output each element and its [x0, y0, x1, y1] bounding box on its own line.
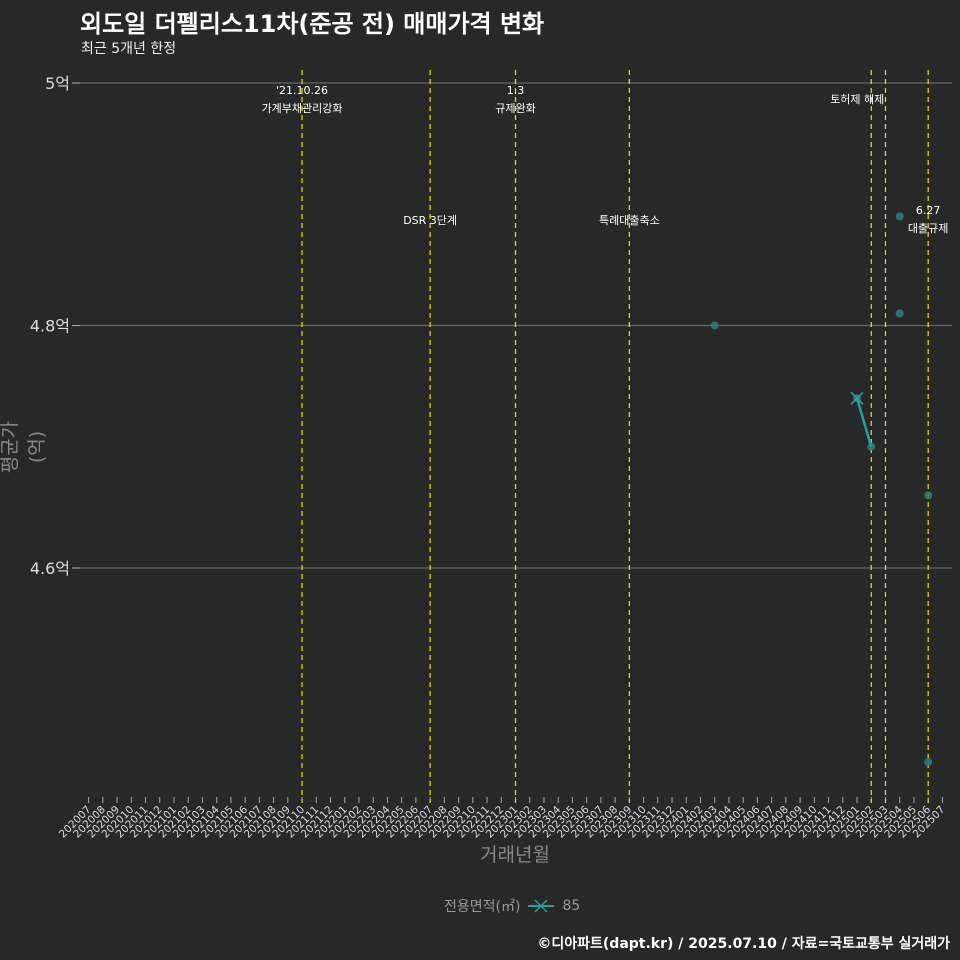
legend-item-85: 85 — [562, 898, 581, 914]
x-axis-label: 거래년월 — [480, 844, 550, 866]
event-label: '21.10.26 — [276, 84, 328, 97]
data-point — [924, 491, 933, 500]
y-tick-label: 4.8억 — [30, 317, 70, 336]
event-label: 규제완화 — [495, 102, 535, 115]
y-tick-label: 5억 — [45, 74, 70, 93]
y-tick-label: 4.6억 — [30, 559, 70, 578]
series-line-85 — [855, 397, 873, 448]
y-axis-label: 평균가(억) — [0, 420, 48, 474]
data-point — [924, 758, 933, 766]
data-point — [895, 212, 904, 221]
event-label: 가계부채관리강화 — [262, 102, 343, 115]
data-point — [895, 309, 904, 318]
event-label: 토허제 해제 — [830, 92, 884, 106]
legend-title: 전용면적(㎡) — [444, 899, 521, 915]
legend-x-marker-icon — [528, 899, 555, 913]
chart-title: 외도일 더펠리스11차(준공 전) 매매가격 변화 — [80, 10, 545, 38]
chart-subtitle: 최근 5개년 한정 — [81, 41, 177, 57]
event-label: 6.27 — [916, 204, 941, 217]
data-point — [710, 321, 719, 330]
series-x-marker — [850, 391, 864, 405]
legend: 전용면적(㎡) 85 — [444, 896, 580, 916]
event-label: 1.3 — [507, 84, 525, 97]
event-label: 대출규제 — [908, 222, 948, 235]
event-label: DSR 3단계 — [403, 214, 457, 227]
event-label: 특례대출축소 — [599, 214, 660, 227]
footer-credit: ©디아파트(dapt.kr) / 2025.07.10 / 자료=국토교통부 실… — [537, 936, 950, 952]
